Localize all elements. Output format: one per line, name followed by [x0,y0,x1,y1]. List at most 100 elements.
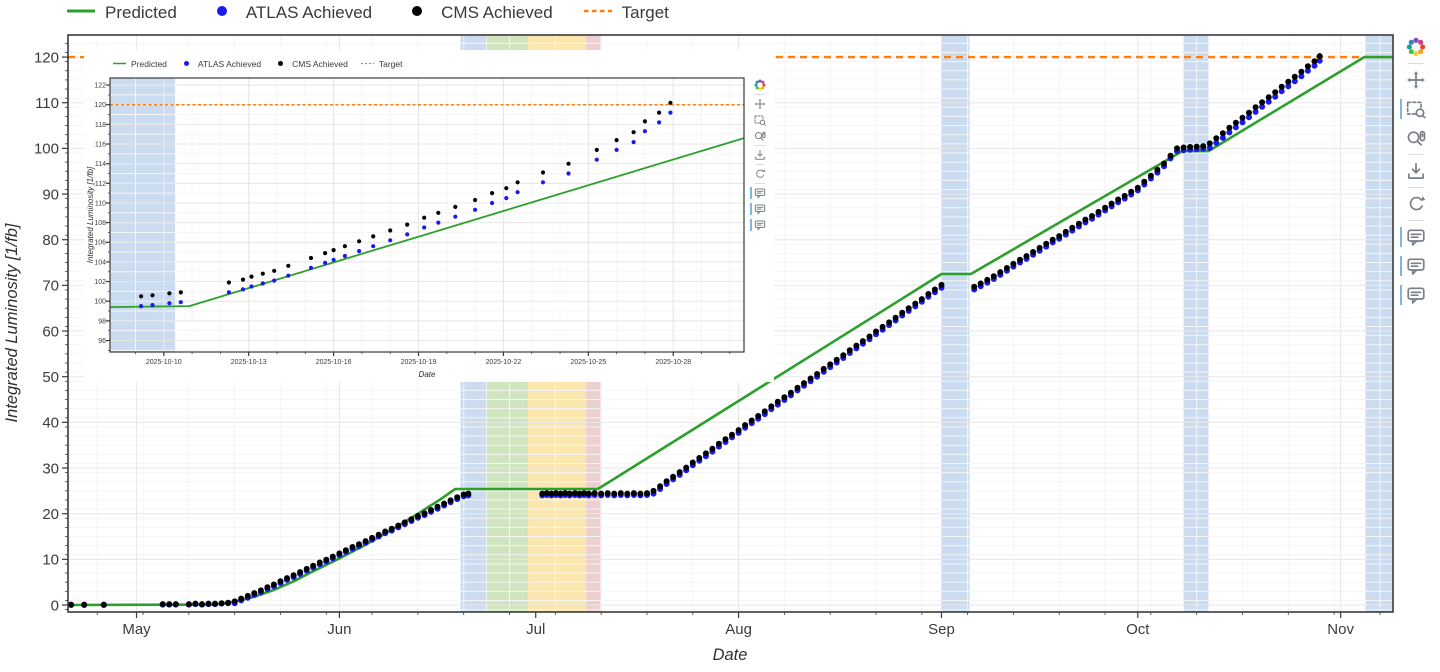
y-tick-label: 112 [95,181,106,188]
toolbar-hover-7-button[interactable] [1400,255,1427,277]
inset-grid-major [110,78,744,352]
legend-item-cms-achieved: CMS Achieved [273,59,348,69]
toolbar-hover-6-button[interactable] [1400,226,1427,248]
legend-label: Target [621,3,669,22]
y-tick-label: 90 [42,186,59,203]
toolbar-bokeh-logo-button[interactable] [753,78,767,92]
toolbar-divider [755,164,765,165]
legend-label: ATLAS Achieved [197,59,262,69]
inset-x-axis: 2025-10-10 2025-10-13 2025-10-16 2025-10-19… [135,352,731,366]
x-tick-label: May [122,621,151,638]
x-tick-label: 2025-10-28 [655,359,691,366]
legend-label: CMS Achieved [441,3,553,22]
y-axis-label: Integrated Luminosity [1/fb] [86,166,95,263]
legend-label: Target [378,59,403,69]
x-tick-label: Jul [526,621,545,638]
legend-item-predicted: Predicted [112,59,167,69]
toolbar-wheel-zoom-button[interactable] [1405,127,1427,149]
legend-swatch-dash [360,59,375,69]
x-tick-label: Aug [725,621,752,638]
toolbar-hover-8-button[interactable] [1400,284,1427,306]
y-tick-label: 98 [98,318,106,325]
x-tick-label: 2025-10-10 [146,359,182,366]
x-tick-label: 2025-10-16 [316,359,352,366]
y-tick-label: 120 [94,102,106,109]
toolbar-box-zoom-button[interactable] [1400,98,1427,120]
x-tick-label: 2025-10-19 [401,359,437,366]
legend-label: Predicted [131,59,167,69]
x-tick-label: Sep [928,621,955,638]
toolbar-reset-button[interactable] [753,167,767,181]
legend-swatch-dot [179,59,194,69]
y-tick-label: 0 [51,597,59,614]
legend-item-atlas-achieved: ATLAS Achieved [207,3,372,23]
toolbar-save-button[interactable] [753,148,767,162]
x-tick-label: Nov [1327,621,1354,638]
shaded-band [1365,35,1393,612]
legend-item-target: Target [360,59,403,69]
y-tick-label: 122 [94,83,106,90]
y-axis-label: Integrated Luminosity [1/fb] [3,223,21,422]
toolbar-pan-button[interactable] [1405,69,1427,91]
inset-atlas-scatter [139,110,673,309]
y-tick-label: 102 [94,279,106,286]
y-tick-label: 96 [98,338,106,345]
toolbar-divider [1408,220,1424,221]
y-tick-label: 50 [42,369,59,386]
toolbar-wheel-zoom-button[interactable] [753,129,767,143]
main-legend: Predicted ATLAS Achieved CMS Achieved Targe… [66,3,669,23]
y-tick-label: 100 [94,299,106,306]
y-tick-label: 110 [95,200,106,207]
legend-item-atlas-achieved: ATLAS Achieved [179,59,261,69]
inset-y-axis: 96 98 100 102 104 106 108 110 112 114 116 118 120 122 [94,83,110,351]
inset-toolbar [750,78,770,232]
y-tick-label: 120 [34,49,59,66]
shaded-band [1183,35,1209,612]
main-toolbar [1399,36,1433,306]
y-tick-label: 10 [42,552,59,569]
legend-item-target: Target [583,3,669,23]
x-axis-label: Date [419,370,436,379]
toolbar-reset-button[interactable] [1405,193,1427,215]
inset-chart[interactable]: 2025-10-10 2025-10-13 2025-10-16 2025-10-19… [84,50,774,382]
inset-predicted-line [109,137,745,308]
legend-swatch-dot [207,3,237,23]
main-axis-labels: Date Integrated Luminosity [1/fb] [3,223,747,664]
main-x-axis: May Jun Jul Aug Sep Oct Nov [96,612,1381,638]
main-cms-scatter [68,53,1323,608]
shaded-band [941,35,970,612]
legend-label: ATLAS Achieved [245,3,373,22]
y-tick-label: 104 [94,259,106,266]
y-tick-label: 110 [35,95,59,112]
toolbar-box-zoom-button[interactable] [753,113,767,127]
inset-axis-labels: Date Integrated Luminosity [1/fb] [86,166,436,379]
y-tick-label: 114 [95,161,106,168]
x-tick-label: 2025-10-22 [486,359,522,366]
toolbar-save-button[interactable] [1405,160,1427,182]
toolbar-divider [1408,154,1424,155]
toolbar-hover-8-button[interactable] [750,218,767,232]
x-tick-label: 2025-10-25 [570,359,606,366]
x-axis-label: Date [713,646,748,664]
legend-swatch-dot [402,3,432,23]
toolbar-hover-7-button[interactable] [750,202,767,216]
y-tick-label: 60 [42,323,59,340]
toolbar-divider [1408,187,1424,188]
inset-plot-frame [109,77,745,353]
y-tick-label: 118 [95,122,106,129]
legend-swatch-dot [273,59,288,69]
toolbar-pan-button[interactable] [753,97,767,111]
x-tick-label: Oct [1126,621,1150,638]
legend-label: Predicted [105,3,177,22]
toolbar-divider [755,183,765,184]
main-plot-frame [67,34,1394,613]
y-tick-label: 108 [94,220,106,227]
toolbar-hover-6-button[interactable] [750,186,767,200]
toolbar-bokeh-logo-button[interactable] [1405,36,1427,58]
legend-item-cms-achieved: CMS Achieved [402,3,553,23]
toolbar-divider [755,94,765,95]
legend-swatch-line [66,3,96,23]
inset-cms-scatter [139,100,673,299]
y-tick-label: 106 [94,240,106,247]
